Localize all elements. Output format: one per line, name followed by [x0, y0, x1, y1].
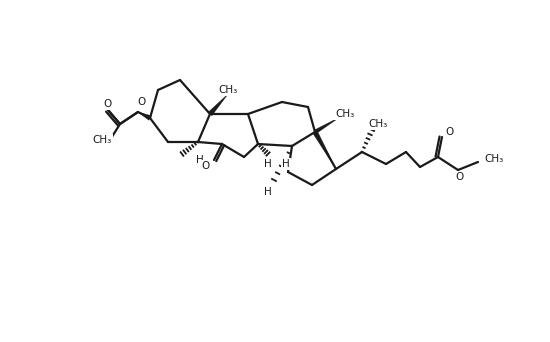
- Text: CH₃: CH₃: [92, 135, 112, 145]
- Text: H: H: [282, 159, 290, 169]
- Polygon shape: [313, 131, 336, 169]
- Text: H: H: [196, 155, 204, 165]
- Polygon shape: [314, 117, 340, 134]
- Text: CH₃: CH₃: [218, 85, 238, 95]
- Text: O: O: [456, 172, 464, 182]
- Polygon shape: [138, 112, 151, 120]
- Text: CH₃: CH₃: [485, 154, 504, 164]
- Text: O: O: [138, 97, 146, 107]
- Text: O: O: [446, 127, 454, 137]
- Text: CH₃: CH₃: [368, 119, 388, 129]
- Text: CH₃: CH₃: [336, 109, 355, 119]
- Text: H: H: [264, 159, 272, 169]
- Polygon shape: [208, 94, 228, 116]
- Text: O: O: [202, 161, 210, 171]
- Text: H: H: [264, 187, 272, 197]
- Text: O: O: [104, 99, 112, 109]
